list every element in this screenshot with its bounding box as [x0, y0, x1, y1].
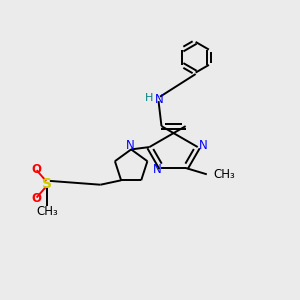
Text: N: N — [126, 140, 135, 152]
Text: N: N — [199, 139, 207, 152]
Text: CH₃: CH₃ — [36, 205, 58, 218]
Text: O: O — [32, 163, 42, 176]
Text: CH₃: CH₃ — [213, 168, 235, 181]
Text: S: S — [42, 177, 52, 191]
Text: H: H — [145, 93, 153, 103]
Text: N: N — [153, 163, 161, 176]
Text: N: N — [155, 93, 164, 106]
Text: O: O — [32, 192, 42, 205]
